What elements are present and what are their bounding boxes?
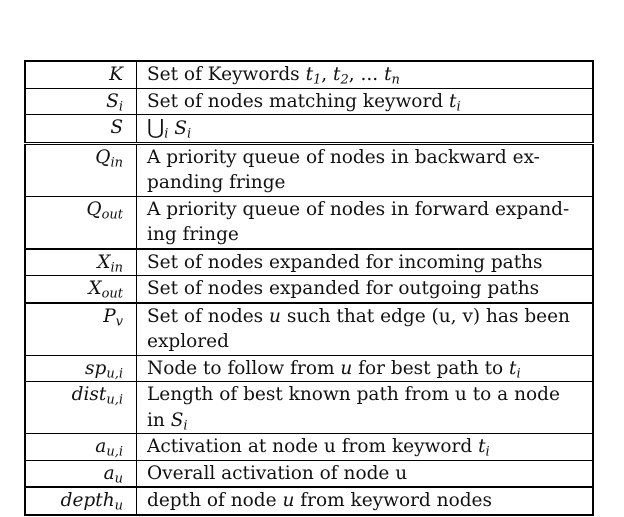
table-row: Xout Set of nodes expanded for outgoing … — [24, 275, 594, 304]
table-row: au Overall activation of node u — [24, 459, 594, 488]
symbol-cell: S — [24, 114, 137, 145]
table-row: distu,i Length of best known path from u… — [24, 381, 594, 434]
table-row: Qin A priority queue of nodes in backwar… — [24, 142, 594, 197]
symbol-cell: au — [24, 459, 137, 488]
table-row: au,i Activation at node u from keyword t… — [24, 433, 594, 461]
description-cell: Set of nodes expanded for outgoing paths — [136, 275, 594, 304]
symbol-cell: au,i — [24, 433, 137, 461]
table-row: Qout A priority queue of nodes in forwar… — [24, 195, 594, 250]
symbol-cell: Si — [24, 87, 137, 115]
description-cell: Set of nodes matching keyword ti — [136, 87, 594, 115]
table-row: Xin Set of nodes expanded for incoming p… — [24, 248, 594, 276]
description-cell: Set of nodes expanded for incoming paths — [136, 248, 594, 276]
symbol-cell: distu,i — [24, 381, 137, 434]
description-cell: Overall activation of node u — [136, 459, 594, 488]
description-cell: A priority queue of nodes in forward exp… — [136, 195, 594, 250]
description-cell: Node to follow from u for best path to t… — [136, 354, 594, 382]
description-cell: depth of node u from keyword nodes — [136, 486, 594, 515]
table-row: K Set of Keywords t1, t2, ... tn — [24, 60, 594, 89]
table-row: depthu depth of node u from keyword node… — [24, 486, 594, 515]
symbol-cell: K — [24, 60, 137, 89]
description-cell: Set of nodes u such that edge (u, v) has… — [136, 302, 594, 356]
description-cell: Activation at node u from keyword ti — [136, 433, 594, 461]
description-cell: Length of best known path from u to a no… — [136, 381, 594, 434]
description-cell: A priority queue of nodes in backward ex… — [136, 142, 594, 197]
symbol-cell: Qin — [24, 142, 137, 197]
symbol-cell: Xin — [24, 248, 137, 276]
table-row: Pv Set of nodes u such that edge (u, v) … — [24, 302, 594, 356]
table-row: spu,i Node to follow from u for best pat… — [24, 354, 594, 382]
description-cell: Set of Keywords t1, t2, ... tn — [136, 60, 594, 89]
symbol-cell: Pv — [24, 302, 137, 356]
symbol-cell: spu,i — [24, 354, 137, 382]
symbol-cell: depthu — [24, 486, 137, 515]
table-row: S ⋃i Si — [24, 114, 594, 145]
symbol-cell: Qout — [24, 195, 137, 250]
table-row: Si Set of nodes matching keyword ti — [24, 87, 594, 115]
notation-table: K Set of Keywords t1, t2, ... tn Si Set … — [24, 60, 594, 516]
symbol-cell: Xout — [24, 275, 137, 304]
description-cell: ⋃i Si — [136, 114, 594, 145]
